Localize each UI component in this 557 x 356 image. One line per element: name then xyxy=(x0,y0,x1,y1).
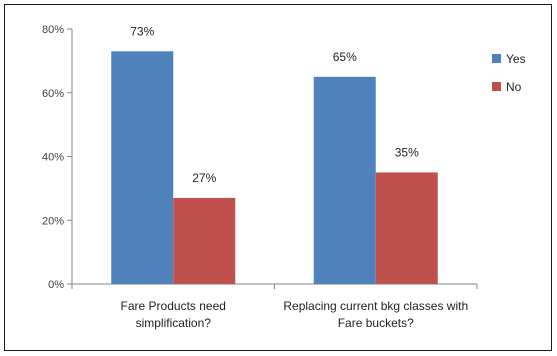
y-tick-label: 0% xyxy=(48,279,64,291)
y-tick-label: 60% xyxy=(42,88,64,100)
chart-frame xyxy=(4,4,552,351)
x-axis xyxy=(71,283,478,289)
legend-swatch-yes xyxy=(492,54,501,63)
legend-swatch-no xyxy=(492,82,501,91)
y-tick-label: 80% xyxy=(42,24,64,36)
data-label-no-1: 35% xyxy=(395,145,419,159)
legend-label-yes: Yes xyxy=(506,52,526,66)
category-label: simplification? xyxy=(136,316,212,330)
legend-label-no: No xyxy=(506,80,522,94)
y-tick-label: 20% xyxy=(42,215,64,227)
data-label-yes-1: 65% xyxy=(333,50,357,64)
data-labels: 73% 27% 65% 35% xyxy=(130,24,419,185)
bar-yes-0 xyxy=(111,51,174,284)
y-tick-label: 40% xyxy=(42,152,64,164)
bars xyxy=(111,51,438,284)
category-label: Fare buckets? xyxy=(338,316,414,330)
bar-yes-1 xyxy=(313,76,376,284)
category-label: Replacing current bkg classes with xyxy=(283,299,468,313)
bar-no-1 xyxy=(375,172,438,284)
category-labels: Fare Products need simplification? Replaci… xyxy=(121,299,469,330)
y-axis: 0% 20% 40% 60% 80% xyxy=(42,24,73,291)
bar-no-0 xyxy=(173,197,236,284)
legend: Yes No xyxy=(492,52,526,94)
data-label-yes-0: 73% xyxy=(130,24,154,38)
data-label-no-0: 27% xyxy=(192,171,216,185)
category-label: Fare Products need xyxy=(121,299,226,313)
